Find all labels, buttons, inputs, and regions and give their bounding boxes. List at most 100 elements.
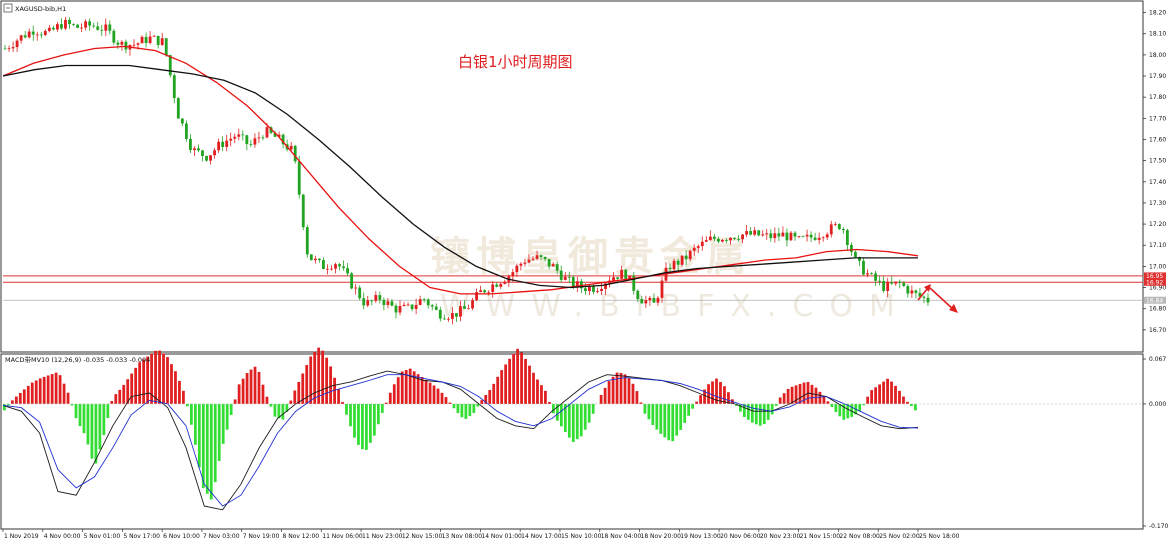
macd-tick-label: 0.000 bbox=[1149, 401, 1166, 408]
macd-bar bbox=[655, 403, 659, 430]
x-tick-label: 13 Nov 08:00 bbox=[442, 533, 483, 540]
candle-body bbox=[761, 234, 765, 236]
macd-bar bbox=[162, 353, 165, 404]
candle-body bbox=[225, 140, 229, 147]
candle-body bbox=[455, 313, 458, 317]
candle-body bbox=[628, 275, 632, 279]
candle-body bbox=[197, 148, 200, 151]
candle-body bbox=[676, 260, 680, 265]
macd-bar bbox=[687, 403, 691, 416]
macd-bar bbox=[456, 403, 460, 414]
macd-bar bbox=[134, 367, 138, 404]
macd-bar bbox=[587, 403, 591, 423]
candle-body bbox=[862, 260, 865, 275]
macd-bar bbox=[265, 396, 269, 404]
symbol-header[interactable]: XAGUSD-bib,H1 bbox=[3, 3, 66, 13]
candle-body bbox=[833, 224, 837, 225]
macd-bar bbox=[3, 403, 6, 411]
candle-body bbox=[511, 272, 515, 277]
macd-bar bbox=[428, 382, 432, 404]
x-axis: 1 Nov 2019 4 Nov 00:00 5 Nov 01:00 5 Nov 17… bbox=[2, 529, 960, 540]
macd-bar bbox=[480, 400, 484, 404]
candle-body bbox=[374, 295, 378, 301]
macd-bar bbox=[193, 403, 197, 445]
macd-bar bbox=[209, 403, 213, 500]
candle-body bbox=[92, 25, 96, 27]
candle-body bbox=[708, 236, 712, 241]
macd-bar bbox=[695, 401, 699, 404]
macd-bar bbox=[329, 366, 333, 404]
macd-bar bbox=[599, 394, 603, 404]
macd-bar bbox=[727, 392, 730, 404]
macd-bar bbox=[432, 385, 436, 404]
candle-body bbox=[338, 264, 341, 267]
candle-body bbox=[890, 282, 894, 284]
candle-body bbox=[624, 269, 628, 279]
candle-body bbox=[781, 232, 785, 237]
candle-body bbox=[96, 26, 100, 30]
macd-bar bbox=[567, 403, 571, 438]
candle-body bbox=[241, 134, 245, 136]
macd-bar bbox=[448, 402, 452, 404]
macd-bar bbox=[774, 403, 778, 406]
candle-body bbox=[64, 19, 67, 29]
x-tick-label: 12 Nov 15:00 bbox=[402, 533, 443, 540]
macd-bar bbox=[158, 350, 161, 404]
macd-bar bbox=[50, 374, 54, 404]
candle-body bbox=[749, 231, 753, 235]
macd-bar bbox=[365, 403, 368, 450]
macd-bar bbox=[814, 387, 818, 404]
signal-line bbox=[2, 374, 919, 507]
candle-body bbox=[426, 299, 430, 306]
macd-bar bbox=[333, 377, 336, 404]
candle-body bbox=[559, 270, 563, 280]
candle-body bbox=[213, 150, 217, 156]
macd-bar bbox=[436, 388, 440, 404]
macd-title: MACD带MV10 (12,26,9) -0.035 -0.033 -0.004 bbox=[5, 356, 150, 364]
macd-bar bbox=[353, 403, 356, 438]
candle-body bbox=[475, 292, 478, 301]
candle-body bbox=[293, 145, 297, 162]
macd-bar bbox=[396, 377, 400, 404]
macd-bar bbox=[810, 384, 814, 404]
candle-body bbox=[519, 263, 523, 266]
candle-body bbox=[120, 41, 124, 45]
macd-bar bbox=[870, 390, 874, 404]
candle-body bbox=[27, 31, 31, 38]
macd-bar bbox=[297, 381, 301, 404]
macd-bar bbox=[894, 385, 897, 404]
candle-body bbox=[31, 31, 35, 35]
candle-body bbox=[313, 258, 317, 261]
candle-body bbox=[76, 24, 79, 28]
candle-body bbox=[491, 284, 495, 292]
macd-bar bbox=[114, 394, 118, 404]
candle-body bbox=[422, 299, 426, 300]
macd-bar bbox=[699, 395, 702, 404]
candle-body bbox=[273, 132, 277, 137]
candle-body bbox=[249, 144, 253, 145]
macd-bar bbox=[341, 401, 344, 404]
macd-bar bbox=[166, 357, 169, 404]
candle-body bbox=[277, 134, 281, 137]
candle-body bbox=[854, 251, 857, 258]
macd-bar bbox=[174, 371, 177, 404]
macd-bar bbox=[898, 390, 901, 404]
macd-bar bbox=[392, 384, 396, 404]
y-tick-label: 17.90 bbox=[1149, 73, 1166, 80]
candle-body bbox=[543, 256, 547, 260]
macd-bar bbox=[22, 389, 26, 404]
macd-bar bbox=[500, 370, 504, 404]
macd-bar bbox=[416, 374, 420, 404]
candle-body bbox=[652, 297, 656, 303]
x-tick-label: 15 Nov 10:00 bbox=[561, 533, 602, 540]
macd-bar bbox=[14, 396, 18, 404]
x-tick-label: 21 Nov 15:00 bbox=[800, 533, 841, 540]
candle-body bbox=[700, 241, 704, 247]
y-tick-label: 18.10 bbox=[1149, 31, 1166, 38]
candle-body bbox=[660, 280, 664, 298]
candle-body bbox=[390, 301, 394, 306]
macd-bar bbox=[90, 403, 94, 459]
macd-bar bbox=[910, 403, 913, 407]
